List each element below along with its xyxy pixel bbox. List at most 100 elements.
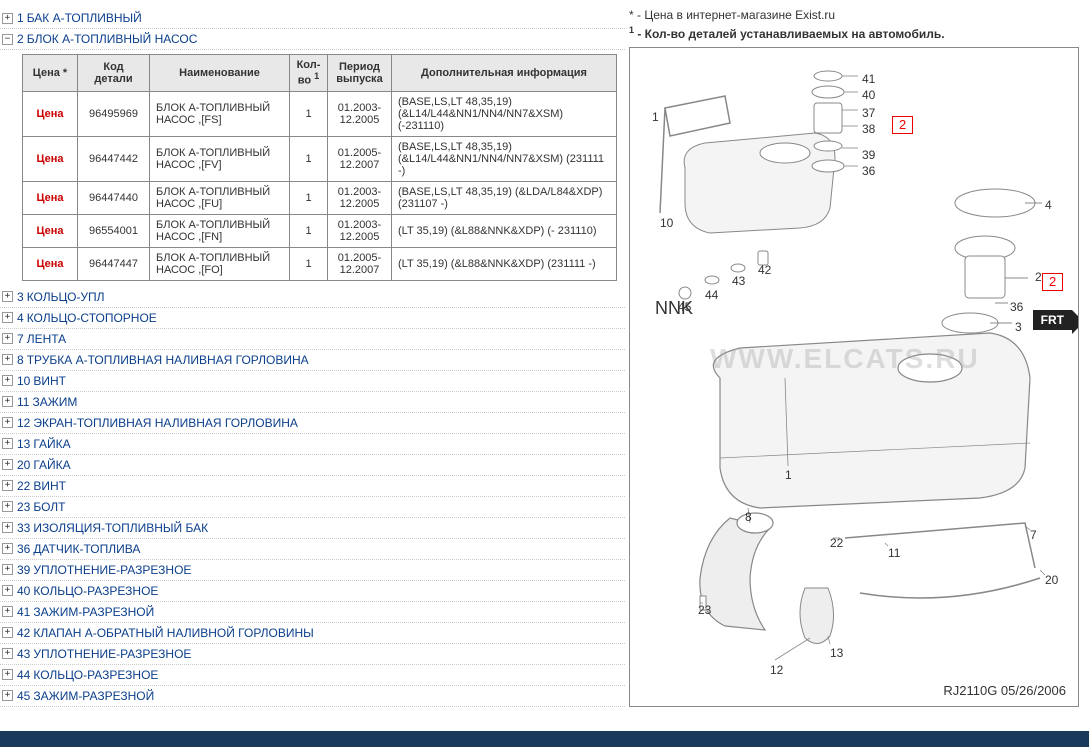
tree-item-number: 4: [17, 311, 24, 325]
tree-item-1[interactable]: +1 БАК А-ТОПЛИВНЫЙ: [0, 8, 625, 29]
callout-13: 13: [830, 646, 843, 660]
callout-2: 2: [1035, 270, 1042, 284]
tree-item-number: 36: [17, 542, 30, 556]
tree-item-label: БЛОК А-ТОПЛИВНЫЙ НАСОС: [27, 32, 198, 46]
tree-item-label: ЭКРАН-ТОПЛИВНАЯ НАЛИВНАЯ ГОРЛОВИНА: [33, 416, 298, 430]
expand-icon[interactable]: +: [2, 354, 13, 365]
tree-item-13[interactable]: +13 ГАЙКА: [0, 434, 625, 455]
part-name: БЛОК А-ТОПЛИВНЫЙ НАСОС ,[FN]: [150, 214, 290, 247]
callout-38: 38: [862, 122, 875, 136]
tree-item-39[interactable]: +39 УПЛОТНЕНИЕ-РАЗРЕЗНОЕ: [0, 560, 625, 581]
callout-1: 1: [785, 468, 792, 482]
expand-icon[interactable]: +: [2, 627, 13, 638]
callout-12: 12: [770, 663, 783, 677]
expand-icon[interactable]: −: [2, 34, 13, 45]
part-info: (LT 35,19) (&L88&NNK&XDP) (231111 -): [392, 247, 617, 280]
expand-icon[interactable]: +: [2, 564, 13, 575]
part-code: 96447447: [78, 247, 150, 280]
tree-item-number: 39: [17, 563, 30, 577]
expand-icon[interactable]: +: [2, 669, 13, 680]
callout-37: 37: [862, 106, 875, 120]
part-code: 96554001: [78, 214, 150, 247]
tree-item-10[interactable]: +10 ВИНТ: [0, 371, 625, 392]
tree-item-label: ИЗОЛЯЦИЯ-ТОПЛИВНЫЙ БАК: [33, 521, 208, 535]
expand-icon[interactable]: +: [2, 501, 13, 512]
tree-item-number: 2: [17, 32, 24, 46]
part-period: 01.2003-12.2005: [328, 91, 392, 136]
tree-item-number: 42: [17, 626, 30, 640]
expand-icon[interactable]: +: [2, 648, 13, 659]
expand-icon[interactable]: +: [2, 459, 13, 470]
bottom-nav-bar: [0, 731, 1089, 747]
price-link[interactable]: Цена: [36, 108, 63, 120]
tree-item-43[interactable]: +43 УПЛОТНЕНИЕ-РАЗРЕЗНОЕ: [0, 644, 625, 665]
price-link[interactable]: Цена: [36, 225, 63, 237]
tree-item-45[interactable]: +45 ЗАЖИМ-РАЗРЕЗНОЙ: [0, 686, 625, 707]
tree-item-number: 41: [17, 605, 30, 619]
expand-icon[interactable]: +: [2, 396, 13, 407]
part-qty: 1: [290, 91, 328, 136]
tree-item-number: 10: [17, 374, 30, 388]
part-name: БЛОК А-ТОПЛИВНЫЙ НАСОС ,[FV]: [150, 136, 290, 181]
callout-23: 23: [698, 603, 711, 617]
expand-icon[interactable]: +: [2, 438, 13, 449]
tree-item-22[interactable]: +22 ВИНТ: [0, 476, 625, 497]
tree-item-7[interactable]: +7 ЛЕНТА: [0, 329, 625, 350]
col-qty: Кол-во 1: [290, 55, 328, 92]
part-qty: 1: [290, 214, 328, 247]
tree-item-label: УПЛОТНЕНИЕ-РАЗРЕЗНОЕ: [33, 647, 191, 661]
tree-item-number: 7: [17, 332, 24, 346]
tree-item-33[interactable]: +33 ИЗОЛЯЦИЯ-ТОПЛИВНЫЙ БАК: [0, 518, 625, 539]
tree-item-20[interactable]: +20 ГАЙКА: [0, 455, 625, 476]
tree-item-41[interactable]: +41 ЗАЖИМ-РАЗРЕЗНОЙ: [0, 602, 625, 623]
expand-icon[interactable]: +: [2, 13, 13, 24]
expand-icon[interactable]: +: [2, 543, 13, 554]
expand-icon[interactable]: +: [2, 606, 13, 617]
callout-36: 36: [1010, 300, 1023, 314]
tree-item-23[interactable]: +23 БОЛТ: [0, 497, 625, 518]
price-link[interactable]: Цена: [36, 153, 63, 165]
callout-20: 20: [1045, 573, 1058, 587]
table-row: Цена96495969БЛОК А-ТОПЛИВНЫЙ НАСОС ,[FS]…: [23, 91, 617, 136]
exploded-diagram: WWW.ELCATS.RU NNK FRT RJ2110G 05/26/2006…: [629, 47, 1079, 707]
callout-11: 11: [888, 546, 900, 560]
price-link[interactable]: Цена: [36, 258, 63, 270]
callout-7: 7: [1030, 528, 1037, 542]
tree-item-12[interactable]: +12 ЭКРАН-ТОПЛИВНАЯ НАЛИВНАЯ ГОРЛОВИНА: [0, 413, 625, 434]
expand-icon[interactable]: +: [2, 585, 13, 596]
tree-item-label: КОЛЬЦО-СТОПОРНОЕ: [27, 311, 157, 325]
part-period: 01.2003-12.2005: [328, 214, 392, 247]
part-name: БЛОК А-ТОПЛИВНЫЙ НАСОС ,[FO]: [150, 247, 290, 280]
expand-icon[interactable]: +: [2, 690, 13, 701]
tree-item-11[interactable]: +11 ЗАЖИМ: [0, 392, 625, 413]
tree-item-42[interactable]: +42 КЛАПАН А-ОБРАТНЫЙ НАЛИВНОЙ ГОРЛОВИНЫ: [0, 623, 625, 644]
expand-icon[interactable]: +: [2, 417, 13, 428]
tree-item-label: ЗАЖИМ-РАЗРЕЗНОЙ: [33, 605, 154, 619]
expand-icon[interactable]: +: [2, 480, 13, 491]
expand-icon[interactable]: +: [2, 522, 13, 533]
callout-22: 22: [830, 536, 843, 550]
expand-icon[interactable]: +: [2, 333, 13, 344]
tree-item-number: 45: [17, 689, 30, 703]
highlight-box: 2: [1042, 273, 1063, 291]
tree-item-8[interactable]: +8 ТРУБКА А-ТОПЛИВНАЯ НАЛИВНАЯ ГОРЛОВИНА: [0, 350, 625, 371]
part-qty: 1: [290, 136, 328, 181]
expand-icon[interactable]: +: [2, 312, 13, 323]
tree-item-label: ЗАЖИМ-РАЗРЕЗНОЙ: [33, 689, 154, 703]
tree-item-2[interactable]: −2 БЛОК А-ТОПЛИВНЫЙ НАСОС: [0, 29, 625, 50]
part-code: 96447440: [78, 181, 150, 214]
tree-item-44[interactable]: +44 КОЛЬЦО-РАЗРЕЗНОЕ: [0, 665, 625, 686]
expand-icon[interactable]: +: [2, 375, 13, 386]
price-link[interactable]: Цена: [36, 192, 63, 204]
tree-item-40[interactable]: +40 КОЛЬЦО-РАЗРЕЗНОЕ: [0, 581, 625, 602]
tree-item-label: ЛЕНТА: [27, 332, 66, 346]
tree-item-label: ГАЙКА: [33, 437, 70, 451]
callout-4: 4: [1045, 198, 1052, 212]
tree-item-3[interactable]: +3 КОЛЬЦО-УПЛ: [0, 287, 625, 308]
callout-43: 43: [732, 274, 745, 288]
tree-item-4[interactable]: +4 КОЛЬЦО-СТОПОРНОЕ: [0, 308, 625, 329]
tree-item-label: КОЛЬЦО-РАЗРЕЗНОЕ: [33, 584, 158, 598]
tree-item-label: БОЛТ: [33, 500, 65, 514]
tree-item-36[interactable]: +36 ДАТЧИК-ТОПЛИВА: [0, 539, 625, 560]
expand-icon[interactable]: +: [2, 291, 13, 302]
